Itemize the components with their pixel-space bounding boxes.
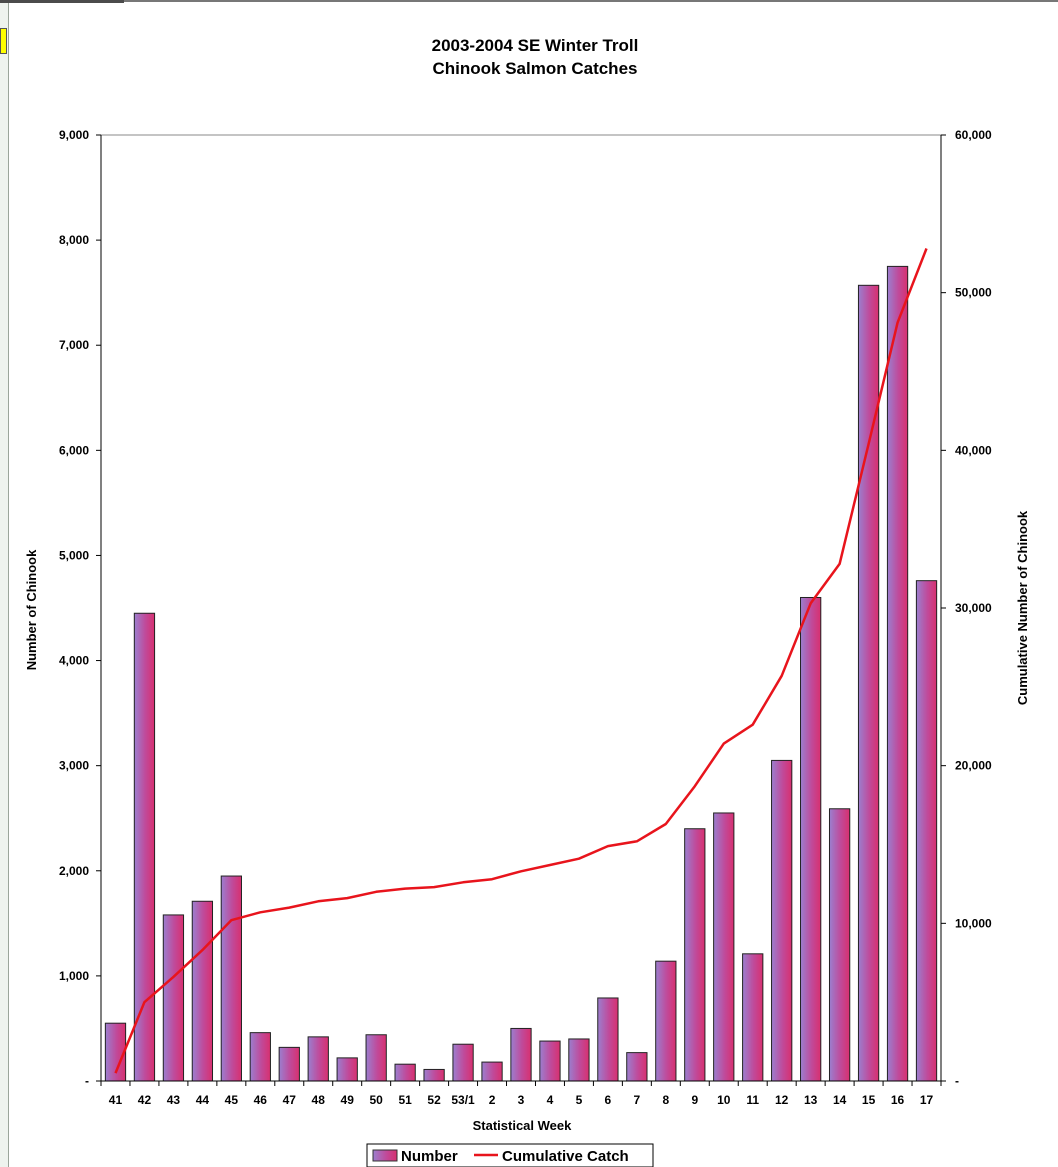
- top-border: [0, 0, 1058, 2]
- bar-number-1: [133, 612, 156, 1082]
- y-tick-label: 7,000: [59, 338, 89, 352]
- bar-number-28: [915, 580, 938, 1082]
- y-tick-label: 4,000: [59, 654, 89, 668]
- right-y-axis: - 10,000 20,000 30,000 40,000 50,000 60,000: [940, 128, 992, 1088]
- bar-number-22: [742, 953, 764, 1082]
- bar-number-15: [539, 1040, 561, 1082]
- bar-number-4: [220, 875, 242, 1082]
- y-tick-label: 5,000: [59, 548, 89, 562]
- bar-number-26: [857, 284, 880, 1082]
- chart-title: 2003-2004 SE Winter Troll: [432, 36, 639, 55]
- bar-number-16: [568, 1038, 590, 1082]
- bar-number-5: [249, 1032, 271, 1082]
- bar-number-2: [162, 914, 185, 1082]
- y2-tick-label: 40,000: [955, 443, 992, 457]
- spreadsheet-edge: [0, 0, 9, 1167]
- x-axis: 41 42 43 44 45 46 47 48 49 50 51 52 53/1 2 3 4 5 6 7 8 9 10 11…: [100, 1080, 942, 1107]
- x-tick-label: 4: [547, 1093, 554, 1107]
- legend-label-number: Number: [401, 1148, 458, 1165]
- x-tick-label: 3: [518, 1093, 525, 1107]
- y2-axis-label: Cumulative Number of Chinook: [1015, 510, 1030, 705]
- x-tick-label: 43: [167, 1093, 181, 1107]
- x-tick-label: 53/1: [451, 1093, 475, 1107]
- x-tick-label: 48: [312, 1093, 326, 1107]
- y2-tick-label: 60,000: [955, 128, 992, 142]
- bar-number-27: [886, 265, 909, 1082]
- bar-number-9: [365, 1034, 387, 1082]
- bar-number-18: [626, 1052, 648, 1082]
- x-tick-label: 2: [489, 1093, 496, 1107]
- legend-box: [366, 1143, 654, 1167]
- x-tick-label: 11: [746, 1093, 759, 1107]
- line-series-cumulative-catch: [114, 248, 928, 1074]
- x-tick-label: 14: [833, 1093, 847, 1107]
- bar-number-10: [394, 1063, 416, 1082]
- legend: Number Cumulative Catch: [366, 1143, 654, 1167]
- x-tick-label: 13: [804, 1093, 818, 1107]
- bar-number-21: [713, 812, 735, 1082]
- chart-subtitle: Chinook Salmon Catches: [433, 59, 638, 78]
- x-tick-label: 51: [398, 1093, 412, 1107]
- x-tick-label: 45: [225, 1093, 239, 1107]
- bar-number-19: [655, 960, 677, 1082]
- bar-number-6: [278, 1046, 300, 1082]
- y-tick-label: 9,000: [59, 128, 89, 142]
- bar-number-12: [452, 1043, 474, 1082]
- top-tab: [0, 0, 124, 3]
- x-tick-label: 16: [891, 1093, 905, 1107]
- x-tick-label: 15: [862, 1093, 876, 1107]
- y-axis-label: Number of Chinook: [24, 549, 39, 670]
- bar-series-number: [104, 265, 938, 1082]
- x-tick-label: 17: [920, 1093, 934, 1107]
- x-tick-label: 44: [196, 1093, 210, 1107]
- x-tick-label: 52: [427, 1093, 441, 1107]
- x-tick-label: 9: [691, 1093, 698, 1107]
- y2-tick-label: 30,000: [955, 601, 992, 615]
- bar-number-8: [336, 1057, 358, 1082]
- x-axis-label: Statistical Week: [473, 1118, 573, 1133]
- y-tick-label: 3,000: [59, 759, 89, 773]
- selected-cell-marker: [0, 28, 7, 54]
- bar-number-17: [597, 997, 619, 1082]
- legend-swatch-number: [372, 1149, 398, 1162]
- x-tick-label: 10: [717, 1093, 731, 1107]
- y-tick-label: 8,000: [59, 233, 89, 247]
- x-tick-label: 47: [283, 1093, 297, 1107]
- x-tick-label: 8: [662, 1093, 669, 1107]
- bar-number-25: [828, 808, 851, 1082]
- x-tick-label: 49: [341, 1093, 355, 1107]
- y-tick-label: -: [85, 1074, 89, 1088]
- x-tick-label: 46: [254, 1093, 268, 1107]
- bar-number-24: [800, 596, 822, 1082]
- y2-tick-label: -: [955, 1074, 959, 1088]
- y2-tick-label: 50,000: [955, 286, 992, 300]
- x-tick-label: 12: [775, 1093, 789, 1107]
- x-tick-label: 6: [605, 1093, 612, 1107]
- bar-number-20: [684, 828, 706, 1082]
- y-tick-label: 2,000: [59, 864, 89, 878]
- bar-number-14: [510, 1027, 532, 1082]
- x-tick-label: 7: [634, 1093, 641, 1107]
- bar-number-13: [481, 1061, 503, 1082]
- bar-number-7: [307, 1036, 329, 1082]
- bar-number-3: [191, 900, 214, 1082]
- y2-tick-label: 20,000: [955, 759, 992, 773]
- x-tick-label: 42: [138, 1093, 152, 1107]
- bar-number-23: [771, 759, 793, 1082]
- bar-number-11: [423, 1068, 445, 1082]
- y-tick-label: 6,000: [59, 443, 89, 457]
- y-tick-label: 1,000: [59, 969, 89, 983]
- x-tick-label: 41: [109, 1093, 123, 1107]
- left-y-axis: - 1,000 2,000 3,000 4,000 5,000 6,000 7,000 8,00…: [59, 128, 102, 1088]
- cumulative-catch-line: [114, 248, 928, 1074]
- y2-tick-label: 10,000: [955, 916, 992, 930]
- x-tick-label: 50: [369, 1093, 383, 1107]
- x-tick-label: 5: [576, 1093, 583, 1107]
- legend-label-cumulative-catch: Cumulative Catch: [502, 1148, 629, 1165]
